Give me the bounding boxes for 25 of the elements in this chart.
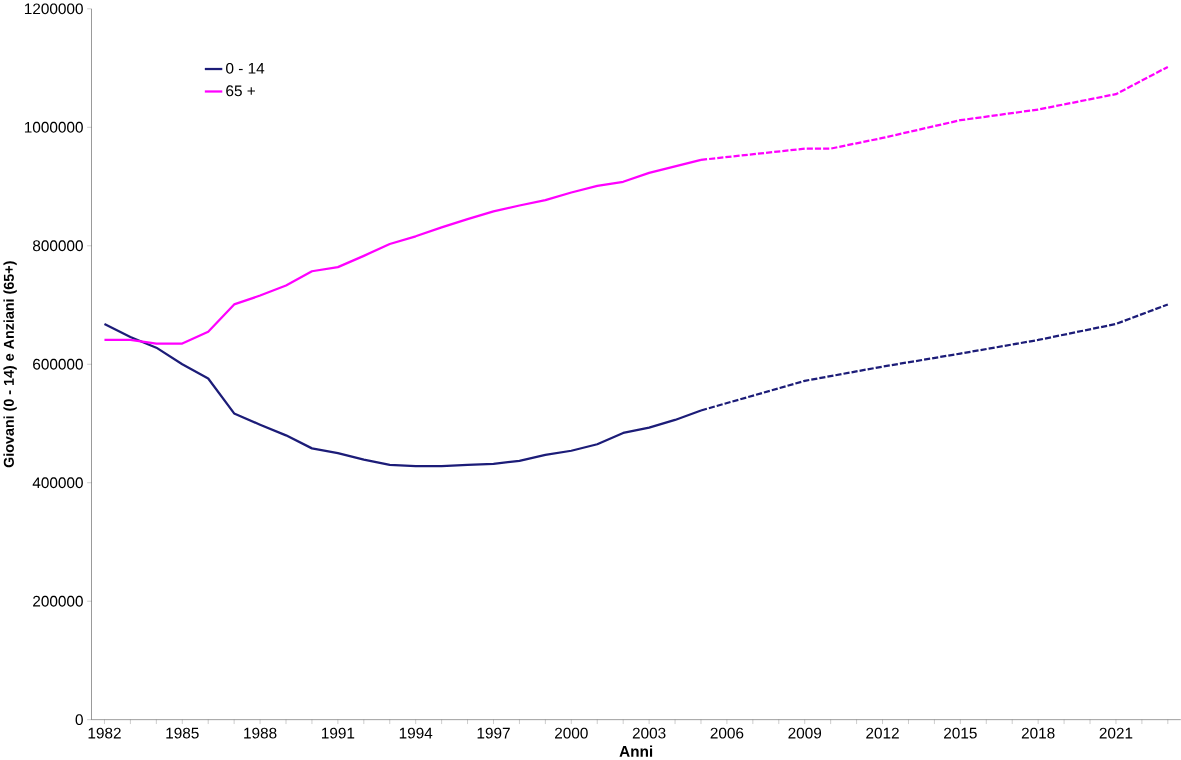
x-tick-label: 2000: [555, 727, 588, 739]
x-tick-label: 2006: [710, 727, 744, 739]
y-tick-label: 800000: [33, 240, 83, 252]
y-tick-label: 1000000: [24, 121, 83, 133]
y-tick-label: 600000: [33, 358, 83, 370]
x-tick-label: 2015: [944, 727, 977, 739]
x-tick-label: 1988: [244, 727, 277, 739]
legend-label: 65 +: [226, 85, 255, 97]
y-tick-label: 0: [75, 714, 83, 726]
x-tick-label: 1982: [88, 727, 121, 739]
x-axis-title: Anni: [619, 745, 653, 757]
x-tick-label: 1997: [477, 727, 510, 739]
y-tick-label: 1200000: [24, 3, 83, 15]
x-tick-label: 1991: [321, 727, 355, 739]
legend-label: 0 - 14: [226, 62, 265, 74]
x-tick-label: 2012: [866, 727, 899, 739]
y-tick-label: 200000: [33, 595, 83, 607]
x-tick-label: 1985: [166, 727, 199, 739]
x-tick-label: 1994: [399, 727, 433, 739]
x-tick-label: 2009: [788, 727, 822, 739]
x-tick-label: 2018: [1021, 727, 1055, 739]
x-tick-label: 2003: [632, 727, 666, 739]
y-axis-title: Giovani (0 - 14) e Anziani (65+): [3, 261, 17, 468]
x-tick-label: 2021: [1099, 727, 1133, 739]
y-tick-label: 400000: [32, 477, 83, 489]
